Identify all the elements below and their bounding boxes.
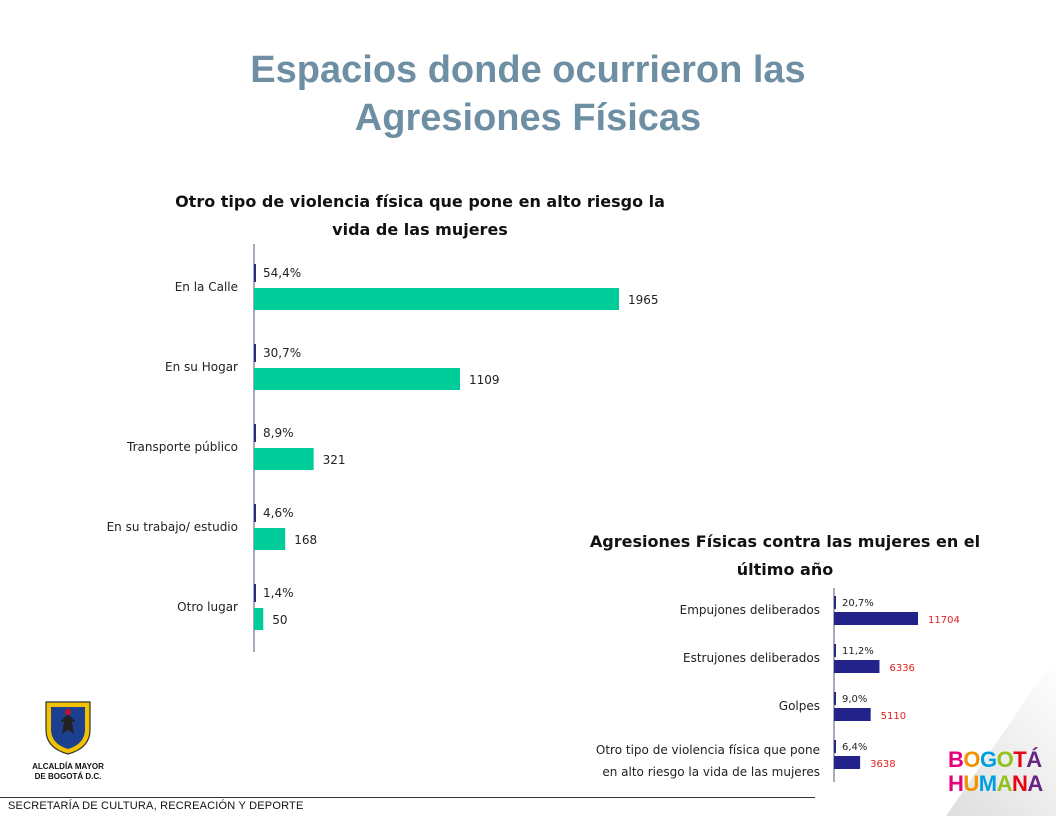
chart2-category-label: Empujones deliberados — [680, 603, 820, 617]
chart1-value-label: 1109 — [469, 373, 500, 387]
chart1-bar — [254, 288, 619, 310]
chart1-value-label: 50 — [272, 613, 287, 627]
chart1-percent-bar — [254, 344, 256, 362]
chart2-bar — [834, 660, 880, 673]
chart1-category-label: En la Calle — [175, 280, 238, 294]
chart1-title-line2: vida de las mujeres — [332, 220, 508, 239]
chart2-value-label: 3638 — [870, 759, 895, 770]
chart2-value-label: 11704 — [928, 615, 960, 626]
alcaldia-logo: ALCALDÍA MAYOR DE BOGOTÁ D.C. — [18, 700, 118, 782]
chart2-title: Agresiones Físicas contra las mujeres en… — [555, 528, 1015, 584]
logo-left-line1: ALCALDÍA MAYOR — [32, 762, 104, 771]
chart1-percent-bar — [254, 504, 256, 522]
chart1-percent-label: 8,9% — [263, 426, 294, 440]
chart2-percent-bar — [834, 740, 836, 753]
slide-title: Espacios donde ocurrieron las Agresiones… — [0, 46, 1056, 142]
bogota-humana-logo: BOGOTÁ HUMANA — [948, 747, 1043, 796]
chart1-value-label: 168 — [294, 533, 317, 547]
logo-left-line2: DE BOGOTÁ D.C. — [34, 772, 102, 781]
chart2-bar — [834, 708, 871, 721]
chart2-title-line2: último año — [736, 560, 834, 579]
chart1-category-label: Transporte público — [126, 440, 238, 454]
chart1-title: Otro tipo de violencia física que pone e… — [160, 188, 680, 244]
chart1-category-label: En su trabajo/ estudio — [107, 520, 238, 534]
chart1-percent-bar — [254, 584, 256, 602]
slide-title-line2: Agresiones Físicas — [354, 97, 702, 139]
chart1-bar — [254, 368, 460, 390]
chart2-percent-bar — [834, 692, 836, 705]
chart2-percent-label: 6,4% — [842, 742, 867, 753]
logo-right-line1: BOGOTÁ — [948, 747, 1042, 772]
chart1-percent-label: 30,7% — [263, 346, 301, 360]
chart2-category-label: Estrujones deliberados — [683, 651, 820, 665]
chart1-bar — [254, 528, 286, 550]
chart2-value-label: 5110 — [881, 711, 906, 722]
chart2-bar — [834, 756, 861, 769]
chart2-category-label-line: Otro tipo de violencia física que pone — [596, 743, 820, 757]
chart1-value-label: 321 — [323, 453, 346, 467]
logo-right-line2: HUMANA — [948, 771, 1043, 796]
chart1-title-line1: Otro tipo de violencia física que pone e… — [175, 192, 665, 211]
chart2-category-label-line: en alto riesgo la vida de las mujeres — [602, 765, 820, 779]
chart1-value-label: 1965 — [628, 293, 659, 307]
chart1-percent-label: 4,6% — [263, 506, 294, 520]
slide-title-line1: Espacios donde ocurrieron las — [250, 49, 806, 91]
chart2-percent-label: 11,2% — [842, 646, 874, 657]
chart2-percent-bar — [834, 596, 836, 609]
chart2-title-line1: Agresiones Físicas contra las mujeres en… — [589, 532, 981, 551]
coat-of-arms-icon — [45, 701, 91, 755]
chart1-percent-label: 54,4% — [263, 266, 301, 280]
chart1-bar — [254, 448, 314, 470]
chart2-percent-label: 20,7% — [842, 598, 874, 609]
chart2-percent-label: 9,0% — [842, 694, 867, 705]
footer-text: SECRETARÍA DE CULTURA, RECREACIÓN Y DEPO… — [8, 800, 304, 812]
chart1-percent-bar — [254, 264, 256, 282]
chart1-percent-label: 1,4% — [263, 586, 294, 600]
chart2-value-label: 6336 — [889, 663, 914, 674]
chart1-percent-bar — [254, 424, 256, 442]
chart1-category-label: Otro lugar — [177, 600, 238, 614]
chart2-percent-bar — [834, 644, 836, 657]
chart2-bar — [834, 612, 918, 625]
chart1-category-label: En su Hogar — [165, 360, 238, 374]
footer-divider — [0, 797, 815, 798]
chart2-category-label: Golpes — [779, 699, 820, 713]
chart1-bar — [254, 608, 264, 630]
chart2-category-label: Otro tipo de violencia física que pone en… — [596, 743, 820, 779]
